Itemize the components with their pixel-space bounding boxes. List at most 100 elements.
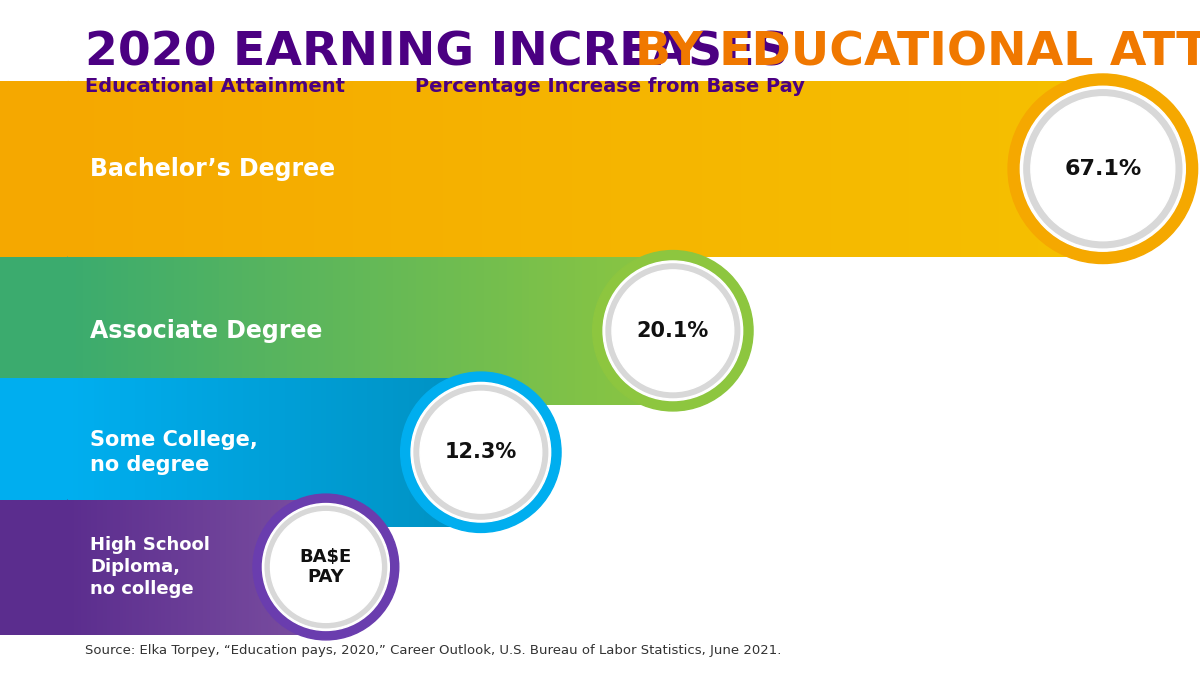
Bar [1076,81,1091,256]
Text: 2020 EARNING INCREASES: 2020 EARNING INCREASES [85,30,805,75]
Polygon shape [68,378,88,526]
Bar [290,500,294,634]
Bar [323,500,326,634]
Bar [419,378,425,526]
Bar [599,81,612,256]
Text: Educational Attainment: Educational Attainment [85,77,346,96]
Bar [166,378,172,526]
Bar [168,500,172,634]
Bar [120,500,124,634]
Bar [547,81,560,256]
Bar [212,378,218,526]
Bar [239,378,244,526]
Circle shape [606,264,739,398]
Bar [176,378,182,526]
Bar [650,256,659,405]
Text: Source: Elka Torpey, “Education pays, 2020,” Career Outlook, U.S. Bureau of Labo: Source: Elka Torpey, “Education pays, 20… [85,644,781,657]
Bar [598,256,605,405]
Bar [145,500,149,634]
Bar [155,500,158,634]
Bar [136,500,139,634]
Polygon shape [68,500,88,634]
Bar [197,378,203,526]
Bar [97,500,101,634]
Bar [136,378,140,526]
Bar [262,500,265,634]
Bar [223,378,228,526]
Bar [252,500,256,634]
Bar [300,378,306,526]
Text: 20.1%: 20.1% [637,321,709,341]
Bar [484,256,492,405]
Bar [114,378,120,526]
Bar [250,256,258,405]
Circle shape [270,512,382,622]
Bar [388,378,394,526]
Bar [664,81,677,256]
Circle shape [612,270,733,391]
Bar [935,81,948,256]
Bar [140,378,146,526]
Bar [446,256,454,405]
Bar [358,378,362,526]
Bar [311,378,317,526]
Bar [367,378,373,526]
Bar [83,256,91,405]
Bar [522,256,529,405]
Bar [499,256,508,405]
Bar [325,256,334,405]
Bar [203,500,208,634]
Bar [689,81,702,256]
Circle shape [604,261,743,400]
Bar [575,256,583,405]
Bar [191,500,194,634]
Bar [461,378,466,526]
Bar [229,500,233,634]
Bar [306,500,311,634]
Bar [113,256,121,405]
Bar [394,378,398,526]
Bar [568,256,575,405]
Bar [145,81,160,256]
Bar [257,256,265,405]
Bar [508,81,521,256]
Bar [443,81,456,256]
Bar [284,378,290,526]
Bar [125,378,131,526]
Bar [162,500,166,634]
Polygon shape [68,256,88,405]
Circle shape [593,250,754,411]
Bar [445,378,450,526]
Bar [68,256,76,405]
Bar [665,256,673,405]
Bar [217,378,223,526]
Bar [280,256,288,405]
Bar [456,81,469,256]
Bar [84,500,88,634]
Bar [109,378,115,526]
Bar [302,256,311,405]
Bar [986,81,1000,256]
Circle shape [253,494,398,640]
Bar [310,500,313,634]
Bar [242,500,246,634]
Bar [287,500,290,634]
Bar [352,378,358,526]
Bar [167,256,174,405]
Bar [239,500,242,634]
Bar [408,256,416,405]
Bar [149,500,152,634]
Bar [469,81,482,256]
Bar [960,81,974,256]
Bar [545,256,552,405]
Bar [84,378,89,526]
Bar [908,81,923,256]
Bar [245,500,250,634]
Bar [110,500,114,634]
Bar [264,256,272,405]
Bar [727,81,742,256]
Bar [91,256,98,405]
Bar [1013,81,1026,256]
Bar [94,500,97,634]
Bar [144,256,151,405]
